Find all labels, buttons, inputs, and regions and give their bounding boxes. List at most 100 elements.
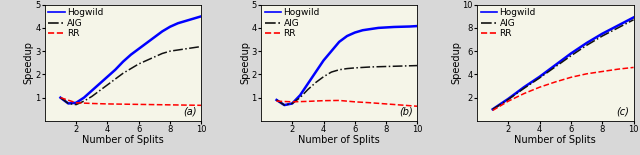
X-axis label: Number of Splits: Number of Splits: [515, 135, 596, 145]
Line: RR: RR: [493, 67, 634, 110]
Hogwild: [312, 71, 319, 73]
AIG: [198, 46, 205, 47]
RR: [72, 102, 80, 104]
Legend: Hogwild, AIG, RR: Hogwild, AIG, RR: [262, 7, 322, 40]
Hogwild: [80, 97, 88, 99]
AIG: [111, 78, 119, 80]
RR: [614, 68, 622, 70]
AIG: [351, 67, 358, 69]
AIG: [504, 98, 512, 100]
AIG: [280, 104, 288, 106]
X-axis label: Number of Splits: Number of Splits: [82, 135, 164, 145]
Hogwild: [374, 27, 382, 29]
AIG: [406, 65, 413, 67]
RR: [335, 100, 343, 101]
RR: [273, 100, 280, 102]
AIG: [520, 87, 528, 89]
Hogwild: [552, 64, 559, 66]
Hogwild: [489, 108, 497, 110]
Hogwild: [182, 20, 189, 22]
AIG: [567, 55, 575, 57]
RR: [150, 104, 158, 106]
RR: [351, 101, 358, 103]
Y-axis label: Speedup: Speedup: [451, 41, 461, 84]
Hogwild: [351, 32, 358, 33]
AIG: [166, 50, 174, 52]
Hogwild: [56, 97, 64, 99]
AIG: [343, 68, 351, 69]
Text: (b): (b): [399, 106, 413, 116]
Y-axis label: Speedup: Speedup: [240, 41, 250, 84]
Hogwild: [280, 104, 288, 106]
Hogwild: [189, 18, 197, 20]
AIG: [413, 65, 421, 66]
AIG: [119, 72, 127, 74]
Line: Hogwild: Hogwild: [493, 18, 634, 109]
Hogwild: [119, 61, 127, 63]
AIG: [489, 108, 497, 110]
Legend: Hogwild, AIG, RR: Hogwild, AIG, RR: [479, 7, 538, 40]
Line: Hogwild: Hogwild: [276, 26, 417, 105]
AIG: [273, 99, 280, 101]
Hogwild: [289, 103, 296, 104]
RR: [398, 104, 406, 106]
Hogwild: [406, 26, 413, 27]
AIG: [335, 69, 343, 71]
Line: AIG: AIG: [276, 66, 417, 105]
RR: [119, 103, 127, 105]
Hogwild: [614, 25, 622, 27]
RR: [367, 102, 374, 104]
AIG: [320, 76, 328, 78]
AIG: [367, 66, 374, 68]
AIG: [630, 19, 637, 21]
RR: [413, 105, 421, 107]
Hogwild: [359, 29, 367, 31]
RR: [289, 101, 296, 103]
Hogwild: [583, 42, 591, 44]
Line: AIG: AIG: [60, 46, 202, 105]
Line: RR: RR: [276, 100, 417, 106]
Hogwild: [320, 60, 328, 61]
AIG: [382, 66, 390, 67]
Hogwild: [335, 41, 343, 43]
Hogwild: [72, 102, 80, 104]
AIG: [104, 84, 111, 86]
RR: [552, 81, 559, 83]
RR: [630, 66, 637, 68]
Hogwild: [536, 76, 543, 78]
RR: [520, 93, 528, 95]
Hogwild: [413, 25, 421, 27]
Hogwild: [296, 94, 304, 96]
Hogwild: [104, 76, 111, 78]
RR: [56, 97, 64, 99]
RR: [489, 109, 497, 111]
Hogwild: [127, 54, 135, 56]
AIG: [598, 35, 606, 37]
RR: [166, 104, 174, 106]
AIG: [296, 97, 304, 99]
AIG: [289, 103, 296, 104]
X-axis label: Number of Splits: Number of Splits: [298, 135, 380, 145]
Line: AIG: AIG: [493, 20, 634, 109]
AIG: [143, 60, 150, 61]
Hogwild: [328, 50, 335, 52]
Hogwild: [390, 26, 398, 28]
AIG: [189, 47, 197, 49]
Hogwild: [504, 98, 512, 100]
RR: [88, 103, 95, 104]
AIG: [88, 95, 95, 97]
AIG: [398, 65, 406, 67]
Hogwild: [520, 86, 528, 88]
AIG: [96, 90, 104, 92]
Legend: Hogwild, AIG, RR: Hogwild, AIG, RR: [47, 7, 106, 40]
RR: [320, 100, 328, 102]
RR: [304, 100, 312, 102]
Hogwild: [198, 15, 205, 17]
AIG: [304, 89, 312, 91]
AIG: [374, 66, 382, 68]
RR: [598, 71, 606, 72]
AIG: [135, 63, 143, 65]
Hogwild: [65, 103, 72, 104]
RR: [104, 103, 111, 105]
Line: RR: RR: [60, 98, 202, 105]
